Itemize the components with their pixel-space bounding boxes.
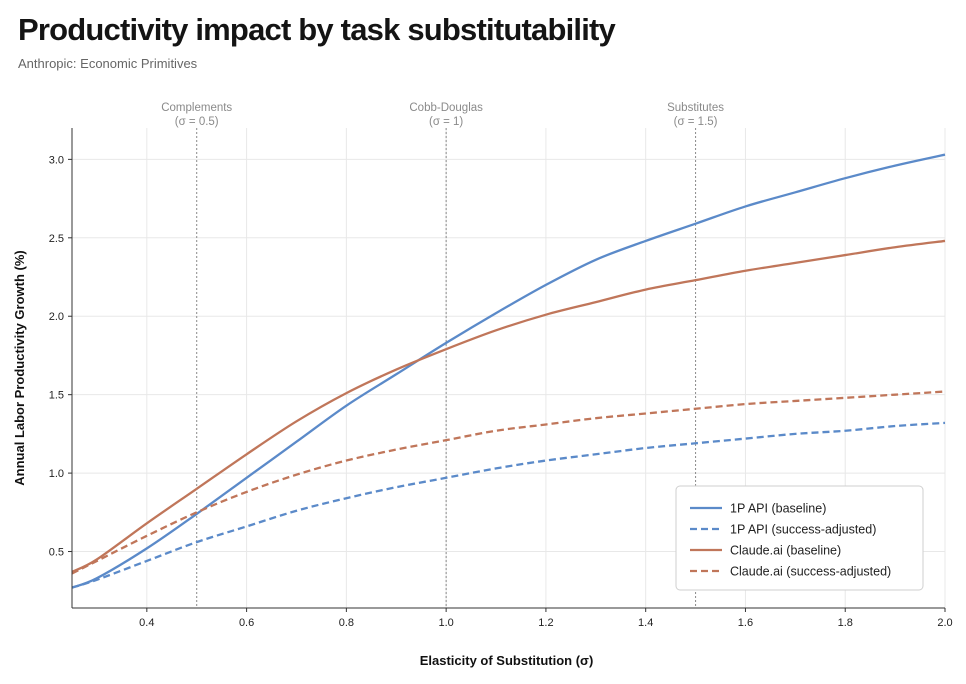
series-line-1p-api-baseline [71, 153, 946, 589]
x-tick-label: 1.6 [738, 617, 753, 629]
y-tick-label: 2.5 [49, 233, 64, 245]
legend-label: 1P API (baseline) [730, 502, 826, 516]
legend-box [675, 485, 924, 591]
reference-line-sublabel: (σ = 1.5) [674, 116, 718, 128]
x-axis-label: Elasticity of Substitution (σ) [420, 653, 594, 668]
x-tick-label: 0.4 [139, 617, 154, 629]
x-tick-label: 0.8 [339, 617, 354, 629]
x-tick-label: 0.6 [239, 617, 254, 629]
y-axis-label: Annual Labor Productivity Growth (%) [12, 250, 27, 485]
series-line-1p-api-success-adjusted [71, 421, 946, 589]
legend-label: 1P API (success-adjusted) [730, 523, 876, 537]
page-subtitle: Anthropic: Economic Primitives [18, 56, 198, 71]
series-line-claude-ai-success-adjusted [71, 390, 946, 575]
y-tick-label: 3.0 [49, 154, 64, 166]
x-tick-label: 1.8 [838, 617, 853, 629]
reference-line-label: Substitutes [667, 102, 724, 114]
page-title: Productivity impact by task substitutabi… [18, 12, 616, 47]
reference-line-sublabel: (σ = 0.5) [175, 116, 219, 128]
reference-line-label: Complements [161, 102, 232, 114]
y-tick-label: 1.0 [49, 468, 64, 480]
x-tick-label: 1.4 [638, 617, 653, 629]
axes-layer: 0.4 0.6 0.8 1.0 1.2 1.4 1.6 1.8 2.0 0.5 1.0 1.5 2.0 2… [12, 128, 953, 668]
x-tick-label: 1.2 [538, 617, 553, 629]
series-line-claude-ai-baseline [71, 239, 946, 573]
legend-label: Claude.ai (success-adjusted) [730, 565, 891, 579]
series-layer [71, 153, 946, 589]
legend-label: Claude.ai (baseline) [730, 544, 841, 558]
x-tick-label: 2.0 [937, 617, 952, 629]
y-tick-label: 1.5 [49, 390, 64, 402]
y-tick-label: 0.5 [49, 547, 64, 559]
reference-line-label: Cobb-Douglas [409, 102, 483, 114]
y-tick-label: 2.0 [49, 311, 64, 323]
x-tick-label: 1.0 [438, 617, 453, 629]
legend: 1P API (baseline) 1P API (success-adjuste… [675, 485, 924, 591]
reference-line-sublabel: (σ = 1) [429, 116, 463, 128]
reference-lines: Complements (σ = 0.5) Cobb-Douglas (σ = 1) S… [161, 102, 724, 608]
